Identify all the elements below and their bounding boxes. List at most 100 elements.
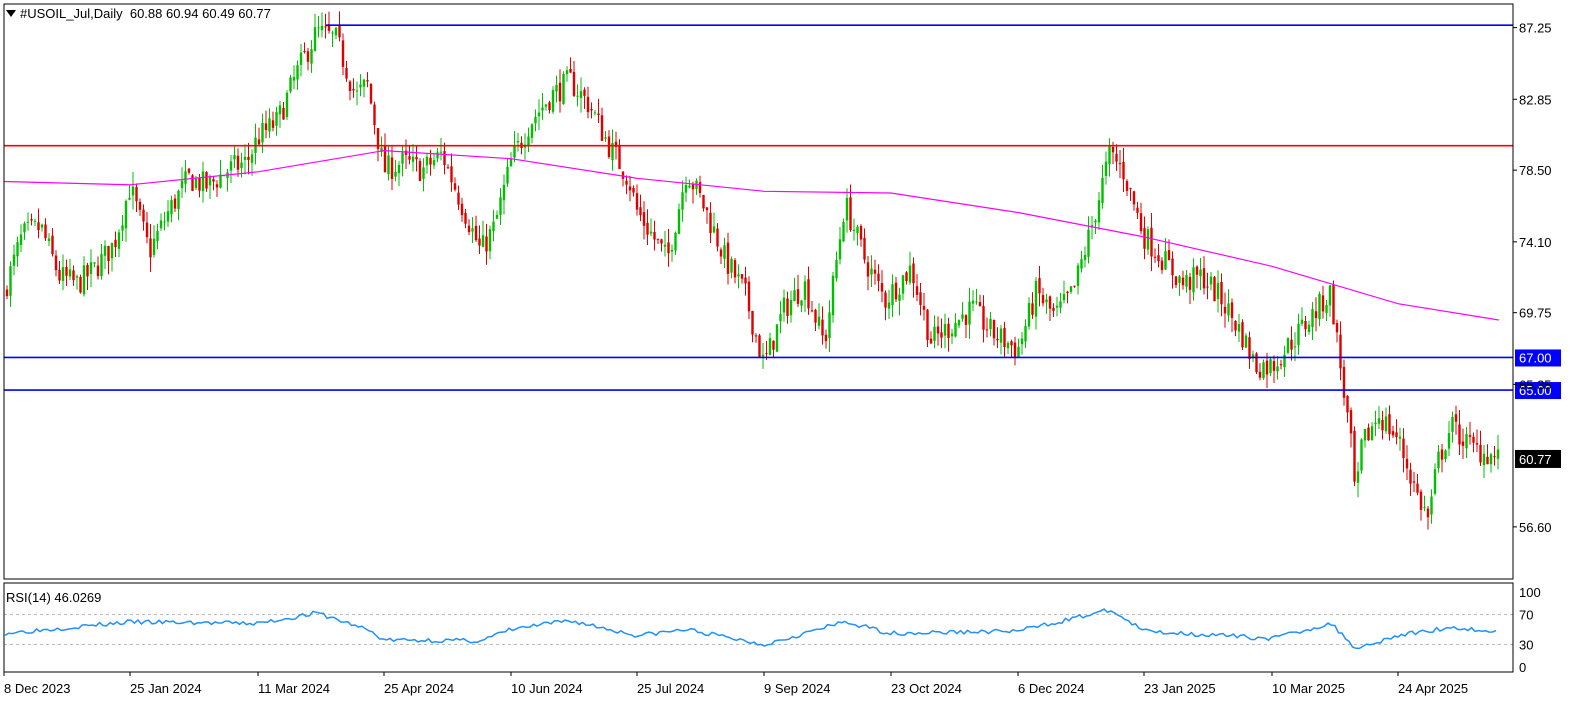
candle-body — [1300, 319, 1304, 324]
candle-body — [1010, 341, 1013, 346]
candle-body — [324, 26, 327, 28]
candle-body — [782, 297, 786, 313]
collapse-arrow-icon[interactable] — [6, 10, 16, 17]
candle-body — [243, 156, 247, 160]
candle-body — [191, 175, 194, 191]
candle-body — [632, 188, 635, 193]
candle-body — [1024, 326, 1027, 342]
candle-body — [268, 118, 271, 132]
candle-body — [1486, 456, 1489, 465]
candle-body — [824, 334, 828, 342]
candle-body — [1482, 453, 1486, 466]
candle-body — [247, 156, 250, 161]
candle-body — [807, 279, 810, 309]
date-tick-label: 10 Jun 2024 — [511, 681, 583, 696]
candle-body — [1297, 323, 1300, 346]
candle-body — [380, 147, 383, 153]
candle-body — [443, 151, 446, 166]
candle-body — [1108, 145, 1111, 164]
candle-body — [670, 249, 674, 252]
candle-body — [656, 238, 660, 240]
candle-body — [1059, 301, 1062, 308]
candle-body — [215, 184, 219, 188]
candle-body — [978, 302, 982, 307]
candle-body — [299, 52, 303, 65]
candle-body — [572, 71, 576, 96]
candle-body — [866, 262, 870, 277]
candle-body — [282, 107, 285, 120]
candle-body — [488, 229, 492, 252]
candle-body — [142, 209, 145, 222]
candle-body — [1066, 291, 1069, 294]
candle-body — [1143, 228, 1146, 249]
candle-body — [1041, 295, 1045, 304]
candle-body — [334, 27, 338, 36]
candle-body — [425, 156, 429, 166]
candle-body — [124, 200, 128, 229]
candle-body — [961, 314, 964, 319]
candle-body — [1237, 323, 1241, 332]
candle-body — [954, 322, 957, 337]
candle-body — [306, 51, 310, 62]
candle-body — [1202, 268, 1206, 289]
candle-body — [429, 157, 432, 165]
candle-body — [16, 242, 19, 257]
candle-body — [1353, 430, 1356, 482]
candle-body — [366, 80, 369, 82]
candle-body — [1346, 395, 1349, 413]
candle-body — [625, 180, 628, 185]
candle-body — [422, 167, 425, 179]
candle-body — [653, 232, 656, 240]
candle-body — [698, 182, 702, 193]
candle-body — [345, 68, 348, 79]
candle-body — [702, 194, 705, 209]
candle-body — [236, 155, 240, 170]
candle-body — [1125, 181, 1129, 191]
candle-body — [502, 184, 506, 201]
candle-body — [723, 245, 726, 259]
candle-body — [1139, 213, 1143, 232]
candle-body — [450, 166, 453, 183]
candle-body — [1258, 371, 1262, 378]
candle-body — [1370, 426, 1374, 441]
candle-body — [128, 197, 131, 200]
candle-body — [709, 212, 712, 233]
candle-body — [964, 315, 968, 325]
candle-body — [936, 326, 940, 334]
candle-body — [1293, 346, 1297, 348]
candle-body — [642, 212, 646, 226]
candle-body — [145, 222, 149, 238]
candle-body — [1272, 361, 1276, 371]
candle-body — [110, 242, 114, 259]
candle-body — [1171, 258, 1174, 276]
candle-body — [1080, 259, 1083, 269]
date-tick-label: 8 Dec 2023 — [4, 681, 71, 696]
candle-body — [1412, 481, 1416, 483]
candle-body — [712, 226, 716, 233]
candle-body — [383, 145, 387, 173]
candle-body — [257, 139, 261, 145]
candle-body — [1444, 450, 1447, 460]
candle-body — [1465, 434, 1468, 449]
candle-body — [1398, 436, 1402, 439]
date-tick-label: 25 Jan 2024 — [130, 681, 202, 696]
candle-body — [1430, 496, 1433, 515]
candle-body — [908, 265, 912, 283]
candle-body — [478, 238, 481, 246]
candle-body — [747, 281, 751, 312]
candle-body — [1073, 285, 1076, 287]
candle-body — [1405, 458, 1409, 469]
date-tick-label: 25 Jul 2024 — [637, 681, 704, 696]
candle-body — [394, 171, 397, 177]
price-tick-label: 65.35 — [1519, 377, 1552, 392]
candle-body — [1104, 161, 1108, 177]
candle-body — [1003, 328, 1006, 347]
current-price-tag-label: 60.77 — [1519, 452, 1552, 467]
candle-body — [1115, 153, 1118, 162]
candle-body — [292, 77, 296, 81]
candle-body — [1384, 416, 1388, 432]
candle-body — [779, 314, 782, 322]
candle-body — [250, 154, 254, 163]
candle-body — [1090, 225, 1094, 227]
rsi-axis-label: 100 — [1519, 585, 1541, 600]
